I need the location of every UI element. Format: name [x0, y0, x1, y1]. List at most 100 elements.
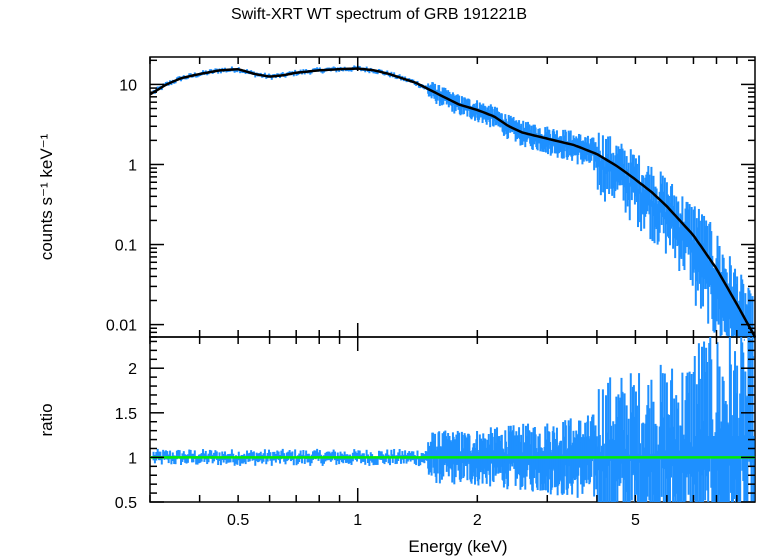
- ratio-data-point-562: [716, 342, 719, 471]
- ratio-data-point-597: [752, 436, 755, 502]
- spectrum-data-point-456: [607, 136, 610, 172]
- ratio-data-point-587: [742, 352, 745, 481]
- spectrum-ticks: 10 1 0.1 0.01: [106, 57, 755, 338]
- spectrum-data-point-395: [561, 143, 564, 159]
- spectrum-y-axis-label: counts s⁻¹ keV⁻¹: [37, 133, 56, 260]
- spectrum-data-point-528: [681, 196, 684, 241]
- x-tick-label-0.5: 0.5: [227, 512, 249, 529]
- ratio-ticks: 0.5 1 2 5 0.5 1 1.5 2: [115, 337, 755, 529]
- spectrum-data-point-537: [690, 206, 693, 253]
- ratio-data-point-341: [524, 455, 527, 490]
- ratio-data-point-446: [596, 446, 599, 502]
- ratio-data-point-548: [702, 420, 705, 502]
- spectrum-data-point-477: [628, 182, 631, 221]
- ratio-data-point-577: [731, 436, 734, 502]
- y-tick-label-1: 1: [128, 157, 137, 174]
- ratio-data-point-86: [270, 457, 273, 466]
- ratio-data-point-477: [628, 454, 631, 502]
- ratio-data-point-472: [623, 393, 626, 480]
- spectrum-data-point-458: [609, 136, 612, 172]
- ratio-data-point-500: [652, 401, 655, 495]
- ratio-data-point-553: [707, 436, 710, 502]
- ratio-data-point-484: [635, 405, 638, 495]
- spectrum-data-point-509: [661, 175, 664, 218]
- ratio-data-point-216: [438, 431, 441, 459]
- chart-title: Swift-XRT WT spectrum of GRB 191221B: [230, 6, 528, 23]
- spectrum-data-point-564: [718, 245, 721, 310]
- ratio-data-point-518: [671, 368, 674, 467]
- ratio-data-point-132: [334, 451, 337, 461]
- spectrum-data-point-562: [716, 235, 719, 299]
- ratio-data-point-455: [606, 432, 609, 502]
- ratio-y-tick-label-1.5: 1.5: [115, 406, 137, 423]
- ratio-data-point-540: [693, 356, 696, 485]
- ratio-data-point-546: [699, 429, 702, 502]
- ratio-data-point-527: [680, 426, 683, 502]
- x-tick-label-5: 5: [631, 512, 640, 529]
- ratio-y-axis-label: ratio: [37, 403, 56, 436]
- ratio-data-point-547: [701, 346, 704, 476]
- spectrum-data-point-497: [649, 199, 652, 240]
- ratio-data-point-485: [637, 453, 640, 502]
- spectrum-data-point-341: [524, 133, 527, 148]
- ratio-data-point-511: [663, 373, 666, 470]
- spectrum-data-point-446: [596, 155, 599, 190]
- spectrum-panel: 10 1 0.1 0.01: [106, 56, 757, 359]
- ratio-data-point-395: [561, 455, 564, 495]
- ratio-plot-frame: [149, 336, 756, 503]
- ratio-data-point-537: [690, 374, 693, 477]
- x-tick-label-1: 1: [353, 512, 362, 529]
- spectrum-data-point-450: [600, 157, 603, 193]
- ratio-data-point-528: [681, 372, 684, 473]
- ratio-data-point-373: [546, 423, 549, 461]
- spectrum-data-point-484: [635, 163, 638, 203]
- ratio-data-point-94: [281, 448, 284, 458]
- spectrum-data-point-552: [706, 225, 709, 290]
- ratio-data-point-157: [368, 457, 371, 466]
- ratio-data-point-290: [489, 456, 492, 487]
- ratio-data-point-497: [649, 454, 652, 502]
- ratio-data-point-457: [608, 439, 611, 502]
- ratio-data-point-5: [159, 451, 162, 461]
- spectrum-data-point-511: [663, 177, 666, 220]
- x-axis-label: Energy (keV): [408, 537, 507, 556]
- ratio-data-point-506: [658, 426, 661, 502]
- spectrum-data-point-520: [673, 195, 676, 239]
- spectrum-data-point-535: [688, 204, 691, 250]
- ratio-data-point-440: [592, 414, 595, 460]
- ratio-data-point-175: [393, 448, 396, 458]
- spectrum-data-point-486: [638, 155, 641, 194]
- y-tick-label-10: 10: [119, 77, 137, 94]
- spectrum-data-point-575: [729, 265, 732, 329]
- spectrum-data-point-498: [650, 166, 653, 207]
- ratio-data-points: [152, 337, 755, 502]
- x-tick-label-2: 2: [473, 512, 482, 529]
- ratio-data-point-595: [750, 436, 753, 502]
- spectrum-data-point-451: [601, 135, 604, 170]
- spectrum-data-point-545: [698, 220, 701, 284]
- spectrum-data-point-476: [627, 162, 630, 200]
- ratio-data-point-573: [727, 424, 730, 502]
- ratio-data-point-536: [689, 442, 692, 502]
- ratio-data-point-62: [237, 451, 240, 461]
- ratio-y-tick-label-0.5: 0.5: [115, 495, 137, 512]
- spectrum-data-point-512: [664, 211, 667, 254]
- spectrum-data-point-457: [608, 158, 611, 195]
- y-tick-label-0.1: 0.1: [115, 238, 137, 255]
- spectrum-model-line: [149, 67, 757, 338]
- spectrum-data-points: [152, 65, 755, 359]
- spectrum-data-point-500: [652, 175, 655, 216]
- ratio-data-point-552: [706, 362, 709, 491]
- ratio-data-point-486: [638, 373, 641, 463]
- spectrum-data-point-472: [623, 150, 626, 188]
- ratio-panel: 0.5 1 2 5 0.5 1 1.5 2: [115, 336, 756, 529]
- ratio-data-point-453: [603, 456, 606, 502]
- spectrum-data-point-485: [637, 188, 640, 228]
- ratio-data-point-596: [751, 337, 754, 463]
- spectrum-data-point-290: [489, 115, 492, 128]
- spectrum-data-point-447: [597, 132, 600, 167]
- ratio-data-point-499: [651, 453, 654, 502]
- ratio-data-point-456: [607, 382, 610, 466]
- y-tick-label-0.01: 0.01: [106, 318, 137, 335]
